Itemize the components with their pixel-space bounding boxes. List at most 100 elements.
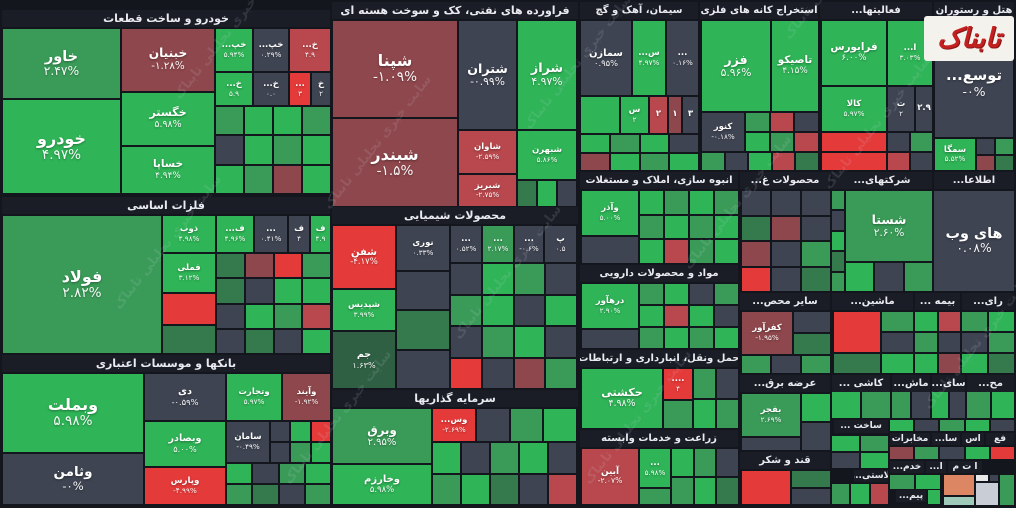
stock-tile[interactable]: شبهرن ۵.۸۶% [518,131,576,179]
stock-tile[interactable] [163,326,215,353]
stock-tile-small[interactable] [916,475,940,489]
stock-tile-small[interactable] [274,107,301,135]
stock-tile-small[interactable] [640,240,663,263]
stock-tile[interactable]: ۳ [683,97,698,133]
stock-tile-small[interactable] [938,333,960,352]
stock-tile-small[interactable] [851,484,869,504]
stock-tile-small[interactable] [904,263,932,291]
stock-tile-small[interactable] [772,356,800,373]
stock-tile-small[interactable] [520,474,547,504]
stock-tile[interactable]: نوری ۰.۳۳% [397,226,449,270]
stock-tile-small[interactable] [938,312,960,331]
stock-tile-small[interactable] [538,181,556,206]
stock-tile[interactable]: خساپا ۴.۹۴% [122,147,214,193]
stock-tile-small[interactable] [742,242,770,266]
stock-tile-small[interactable] [694,449,716,476]
stock-tile-small[interactable] [932,392,948,418]
stock-tile-small[interactable] [938,354,960,373]
stock-tile-small[interactable] [610,153,639,170]
stock-tile-small[interactable] [253,464,278,483]
stock-tile[interactable]: کفرآور -۱.۹۵% [742,312,792,354]
stock-tile[interactable] [822,153,886,170]
stock-tile[interactable]: خ... ۵.۹ [216,73,252,105]
stock-tile-small[interactable] [962,333,987,352]
stock-tile-small[interactable] [581,135,609,152]
stock-tile[interactable]: ... ۵.۹۸% [640,449,670,487]
stock-tile-small[interactable] [640,153,669,170]
stock-tile[interactable]: خپ... ۰.۲۹% [254,29,288,71]
stock-tile-small[interactable] [690,215,713,239]
stock-tile-small[interactable] [274,304,302,328]
stock-tile-small[interactable] [514,264,545,294]
stock-tile[interactable] [976,483,998,505]
stock-tile[interactable]: وتجارت ۵.۹۷% [227,374,281,420]
stock-tile-small[interactable] [792,488,830,504]
stock-tile[interactable]: ... ۲.۱۷% [483,226,513,262]
stock-tile-small[interactable] [794,334,830,354]
stock-tile-small[interactable] [245,329,273,353]
stock-tile-small[interactable] [227,464,252,483]
stock-tile[interactable] [822,133,886,151]
stock-tile-small[interactable] [940,447,964,459]
stock-tile-small[interactable] [514,327,545,357]
stock-tile[interactable]: ... ۰.۵۲% [451,226,481,262]
stock-tile-small[interactable] [694,369,715,398]
stock-tile[interactable]: خودرو ۴.۹۷% [3,100,120,193]
stock-tile[interactable] [834,354,880,373]
stock-tile-small[interactable] [274,165,301,193]
stock-tile[interactable]: خ... ۰.۰ [254,73,288,105]
stock-tile-small[interactable] [746,113,769,131]
stock-tile-small[interactable] [996,155,1013,170]
stock-tile-small[interactable] [882,312,913,331]
stock-tile[interactable]: ذوب ۴.۹۸% [163,216,215,252]
stock-tile-small[interactable] [546,295,576,325]
stock-tile-small[interactable] [549,474,576,504]
stock-tile-small[interactable] [990,420,1014,431]
stock-tile[interactable]: شپدیس ۳.۹۹% [333,290,395,330]
stock-tile-small[interactable] [690,284,713,304]
stock-tile-small[interactable] [802,216,830,240]
stock-tile[interactable]: ف... ۴.۹۶% [217,216,253,252]
stock-tile-small[interactable] [690,240,713,263]
stock-tile[interactable]: خ... ۴.۹ [290,29,330,71]
stock-tile[interactable]: شبندر -۱.۵% [333,119,457,206]
stock-tile[interactable]: کنور -۰.۱۸% [702,113,744,151]
stock-tile[interactable] [742,471,790,504]
stock-tile-small[interactable] [451,358,481,388]
stock-tile-small[interactable] [702,153,724,170]
stock-tile-small[interactable] [832,436,859,451]
stock-tile[interactable]: خپ... ۵.۹۴% [216,29,252,71]
stock-tile[interactable]: سمازن ۰.۹۵% [581,21,631,95]
stock-tile-small[interactable] [742,267,770,291]
stock-tile-small[interactable] [861,436,888,451]
stock-tile-small[interactable] [717,369,738,398]
stock-tile-small[interactable] [640,306,663,326]
stock-tile[interactable]: س... ۴.۹۷% [633,21,665,95]
stock-tile-small[interactable] [311,422,330,441]
stock-tile-small[interactable] [717,449,738,476]
stock-tile-small[interactable] [888,152,909,170]
stock-tile-small[interactable] [462,443,489,473]
stock-tile-small[interactable] [694,477,716,504]
stock-tile-small[interactable] [665,240,688,263]
stock-tile-small[interactable] [217,304,244,328]
stock-tile-small[interactable] [717,399,738,428]
stock-tile-small[interactable] [664,401,692,428]
stock-tile-small[interactable] [742,216,770,240]
stock-tile[interactable]: های وب ۰.۰۸% [934,191,1014,291]
stock-tile-small[interactable] [915,354,937,373]
stock-tile-small[interactable] [305,485,330,504]
stock-tile[interactable] [990,475,998,481]
stock-tile[interactable]: وبصادر ۵.۰۰% [145,422,225,466]
stock-tile-small[interactable] [772,191,800,215]
stock-tile[interactable] [944,497,974,505]
stock-tile-small[interactable] [861,453,888,468]
stock-tile-small[interactable] [882,354,913,373]
stock-tile-small[interactable] [274,254,302,278]
stock-tile-small[interactable] [802,267,830,291]
stock-tile-small[interactable] [690,191,713,214]
stock-tile[interactable]: وبملت ۵.۹۸% [3,374,143,452]
stock-tile-small[interactable] [227,485,252,504]
stock-tile[interactable]: شتران -۰.۹۹% [459,21,516,129]
